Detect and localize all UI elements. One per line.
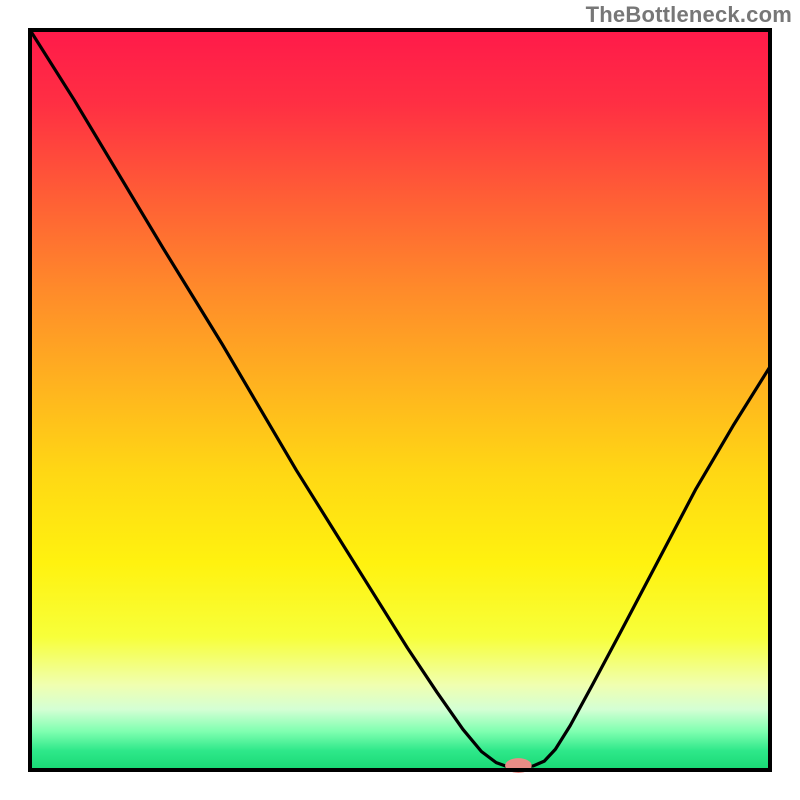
plot-background: [30, 30, 770, 770]
bottleneck-chart: [0, 0, 800, 800]
watermark-text: TheBottleneck.com: [586, 2, 792, 28]
chart-canvas: TheBottleneck.com: [0, 0, 800, 800]
